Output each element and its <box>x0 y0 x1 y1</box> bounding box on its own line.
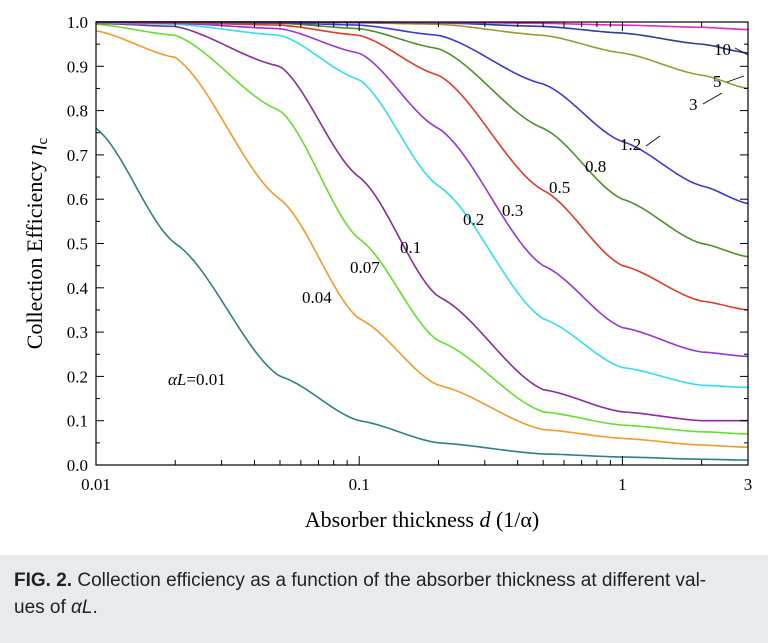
caption-label: FIG. 2. <box>14 570 73 591</box>
curve-label-2: 0.04 <box>302 288 332 307</box>
series-line-11 <box>96 21 749 54</box>
series-line-9 <box>96 21 749 205</box>
y-tick-label: 0.3 <box>67 323 88 342</box>
x-tick-label: 1 <box>618 475 627 494</box>
y-tick-label: 0.0 <box>67 456 88 475</box>
x-axis-title-b: (1/α) <box>490 507 539 532</box>
y-tick-label: 0.2 <box>67 367 88 386</box>
curves-layer <box>95 21 749 461</box>
x-axis-title-symbol: d <box>479 507 491 532</box>
curve-label-1: αL=0.01 <box>168 370 226 389</box>
series-line-4 <box>95 22 748 422</box>
ticks-layer <box>95 21 749 466</box>
x-axis-title-a: Absorber thickness <box>305 507 480 532</box>
curve-label-9: 1.2 <box>620 135 641 154</box>
curve-label-3: 0.07 <box>350 258 380 277</box>
caption-box <box>0 555 768 643</box>
curve-label-value: =0.01 <box>186 370 225 389</box>
series-line-2 <box>95 30 749 449</box>
curve-label-7: 0.5 <box>549 178 570 197</box>
y-axis-title: Collection Efficiency ηc <box>22 137 51 349</box>
y-tick-label: 0.9 <box>67 57 88 76</box>
y-tick-label: 0.1 <box>67 412 88 431</box>
label-leader <box>734 47 749 56</box>
y-axis-title-sub: c <box>35 137 51 144</box>
series-line-1 <box>95 127 749 461</box>
label-leader <box>645 135 661 147</box>
curve-label-symbol: αL <box>168 370 186 389</box>
series-line-3 <box>95 23 749 435</box>
curve-label-8: 0.8 <box>585 157 606 176</box>
x-tick-label: 0.1 <box>349 475 370 494</box>
curve-label-11: 5 <box>713 72 722 91</box>
series-line-8 <box>95 21 749 258</box>
curve-label-5: 0.2 <box>463 210 484 229</box>
y-tick-label: 0.7 <box>67 146 89 165</box>
y-tick-label: 1.0 <box>67 13 88 32</box>
caption-text: Collection efficiency as a function of t… <box>77 570 707 591</box>
series-line-6 <box>95 21 749 358</box>
caption-text-2: ues of <box>14 597 72 618</box>
series-line-7 <box>95 21 749 311</box>
x-axis-title: Absorber thickness d (1/α) <box>305 507 540 532</box>
y-axis-title-symbol: η <box>22 144 47 155</box>
label-leader <box>726 75 745 83</box>
y-tick-label: 0.4 <box>67 279 89 298</box>
curve-label-10: 3 <box>689 95 698 114</box>
curve-label-12: 10 <box>714 40 731 59</box>
x-tick-label: 3 <box>744 475 753 494</box>
caption-symbol: αL <box>71 597 93 618</box>
series-line-5 <box>95 22 749 389</box>
caption-text-3: . <box>92 597 98 618</box>
y-tick-label: 0.6 <box>67 190 88 209</box>
chart: 0.0 0.1 0.2 0.3 0.4 0.5 0.6 0.7 0.8 0.9 1.0 0.01 0.1… <box>22 13 752 532</box>
y-tick-label: 0.8 <box>67 102 88 121</box>
curve-label-6: 0.3 <box>502 201 523 220</box>
curve-label-4: 0.1 <box>400 238 421 257</box>
y-tick-label: 0.5 <box>67 235 88 254</box>
y-axis-title-a: Collection Efficiency <box>22 155 47 349</box>
figure-caption: FIG. 2. Collection efficiency as a funct… <box>14 567 754 621</box>
labels-layer: 0.0 0.1 0.2 0.3 0.4 0.5 0.6 0.7 0.8 0.9 1.0 0.01 0.1… <box>22 13 752 532</box>
x-tick-label: 0.01 <box>81 475 111 494</box>
label-leader <box>702 92 723 105</box>
plot-frame <box>95 21 749 466</box>
